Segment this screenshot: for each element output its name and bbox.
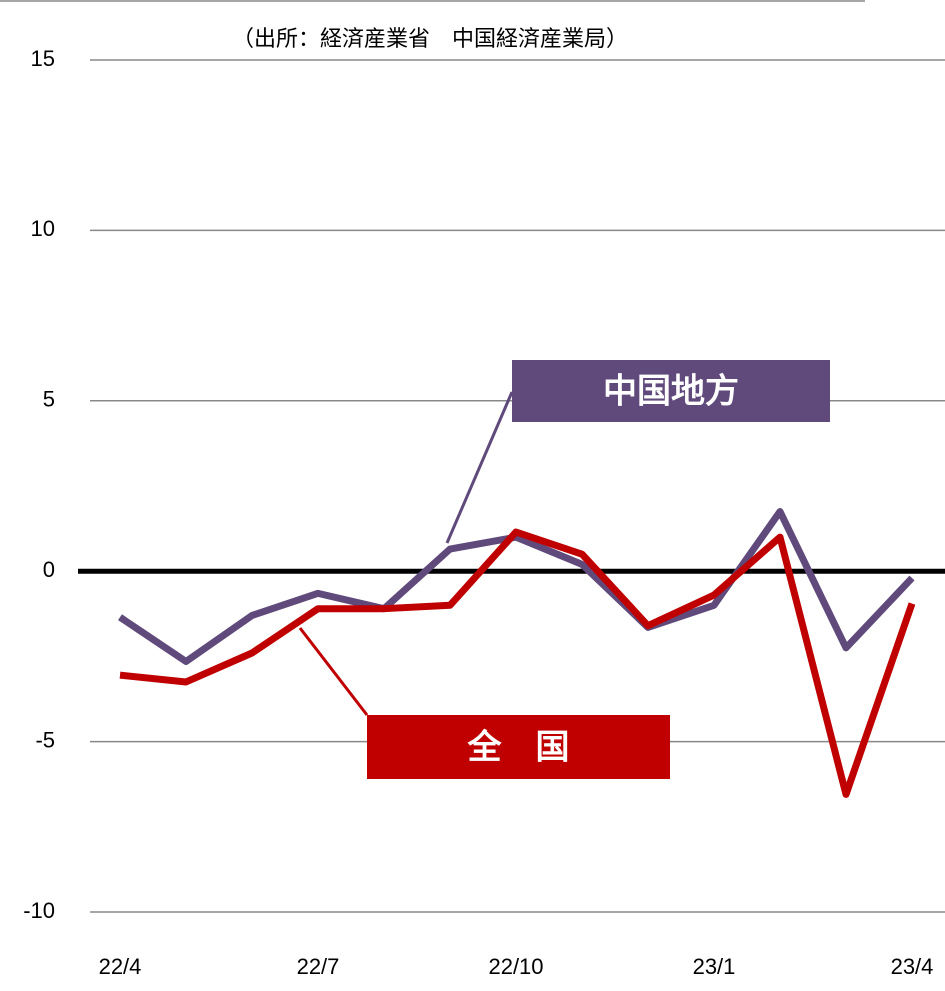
x-tick-label: 22/7 <box>297 954 340 979</box>
x-tick-label: 22/4 <box>99 954 142 979</box>
legend-label: 中国地方 <box>603 372 739 412</box>
leader-line <box>445 391 514 544</box>
y-tick-label: 5 <box>43 387 55 412</box>
leader-line <box>298 627 369 716</box>
legend-box <box>512 360 830 422</box>
y-tick-label: 10 <box>31 216 55 241</box>
chart-title: （出所：経済産業省 中国経済産業局） <box>232 27 628 52</box>
x-tick-label: 23/1 <box>693 954 736 979</box>
y-tick-label: -5 <box>35 727 55 752</box>
y-tick-label: 0 <box>43 557 55 582</box>
y-tick-label: -10 <box>23 898 55 923</box>
legend-box <box>367 715 670 779</box>
y-tick-label: 15 <box>31 46 55 71</box>
x-tick-label: 22/10 <box>488 954 543 979</box>
series-line <box>119 528 916 798</box>
x-tick-label: 23/4 <box>891 954 934 979</box>
legend-label: 全 国 <box>467 728 570 768</box>
